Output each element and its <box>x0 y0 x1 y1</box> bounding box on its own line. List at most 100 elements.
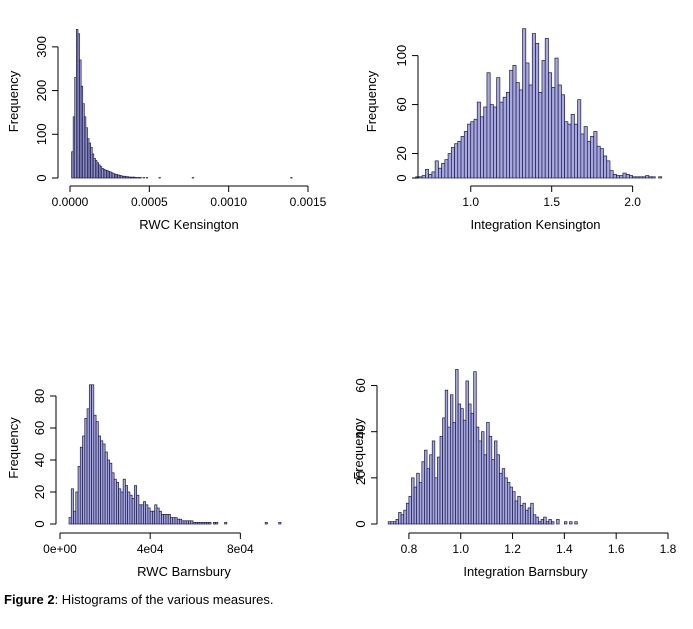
panel-2-histogram-bar <box>418 176 423 179</box>
panel-2-x-axis-title: Integration Kensington <box>470 217 600 232</box>
panel-2-histogram-bar <box>625 173 630 179</box>
panel-2-histogram-bar <box>515 82 520 179</box>
panel-3-y-tick-label: 0 <box>32 520 47 527</box>
panel-2-histogram-bar <box>499 101 504 179</box>
panel-2-histogram-bar <box>635 176 640 179</box>
panel-4-histogram-bar <box>514 500 519 525</box>
panel-2-histogram-bar <box>441 162 446 179</box>
panel-4-histogram-bar <box>457 403 462 525</box>
panel-2-histogram-bar <box>645 175 650 179</box>
figure-caption: Figure 2: Histograms of the various meas… <box>4 592 274 607</box>
panel-4-y-tick-label: 60 <box>353 378 368 392</box>
panel-3-y-tick-label: 60 <box>32 421 47 435</box>
panel-4-histogram-bar <box>426 468 430 525</box>
figure-caption-label: Figure 2 <box>4 592 55 607</box>
panel-2-histogram-bar <box>609 170 614 179</box>
panel-2-histogram-bar <box>548 72 553 179</box>
panel-2-histogram-bar <box>554 57 559 179</box>
panel-2-histogram-bar <box>512 65 517 179</box>
panel-4-histogram-bar <box>517 495 521 525</box>
panel-3-x-tick-label: 4e04 <box>137 542 164 556</box>
panel-2-histogram-bar <box>541 60 546 179</box>
panel-2-histogram-bar <box>641 176 646 179</box>
panel-4-histogram-bar <box>475 426 480 525</box>
panel-2-y-tick-label: 0 <box>394 174 409 181</box>
panel-2-histogram-bar <box>567 123 572 179</box>
panel-2-histogram-bar <box>531 33 536 179</box>
panel-4-y-tick-label: 0 <box>353 520 368 527</box>
panel-2-histogram-bar <box>438 167 442 179</box>
panel-2-histogram-bar <box>632 176 637 179</box>
panel-2-y-tick-label: 100 <box>394 45 409 67</box>
panel-4-histogram-bar <box>424 449 428 525</box>
panel-4-x-tick-label: 1.2 <box>504 542 521 556</box>
panel-1-y-tick-label: 0 <box>34 174 49 181</box>
panel-4-histogram-bar <box>501 468 506 525</box>
panel-4-histogram-bar <box>452 422 456 525</box>
panel-4-histogram-bar <box>462 419 467 525</box>
panel-2-histogram-bar <box>544 38 549 179</box>
panel-2-histogram-bar <box>522 28 527 179</box>
panel-4-histogram-bar <box>398 512 402 525</box>
panel-2-histogram-bar <box>658 176 663 179</box>
panel-2-y-tick-label: 60 <box>394 97 409 111</box>
panel-4-histogram-bar <box>494 440 498 525</box>
panel-2-histogram-bar <box>476 101 481 179</box>
panel-4-histogram-bar <box>393 521 397 525</box>
panel-4-histogram-bar <box>439 435 443 525</box>
panel-4-histogram-bar <box>455 369 459 525</box>
panel-4-histogram-bar <box>470 412 475 525</box>
panel-4-histogram-bar <box>556 519 560 525</box>
panel-2-histogram-bar <box>450 147 455 179</box>
panel-2-histogram-bar <box>580 133 585 179</box>
panel-2-histogram-bar <box>483 106 488 179</box>
panel-2-histogram-bar <box>590 136 595 179</box>
panel-4-histogram-bar <box>437 456 441 525</box>
panel-4-histogram-bar <box>473 371 477 525</box>
panel-2-histogram-bar <box>629 175 633 179</box>
panel-4-x-tick-label: 1.0 <box>452 542 469 556</box>
panel-2-histogram-bar <box>648 176 653 179</box>
panel-4-y-axis-title: Frequency <box>351 418 366 480</box>
panel-4-histogram-bar <box>483 454 487 525</box>
panel-2-y-axis-title: Frequency <box>364 70 379 132</box>
panel-4-histogram-bar <box>519 505 524 525</box>
panel-4-histogram-bar <box>418 482 423 525</box>
panel-3-y-axis-title: Frequency <box>6 417 21 479</box>
panel-3-x-tick-label: 8e04 <box>227 542 254 556</box>
panel-2-histogram-bar <box>616 175 621 179</box>
panel-3-x-axis-title: RWC Barnsbury <box>137 564 231 579</box>
panel-4-histogram-bar <box>421 461 425 525</box>
panel-3-histogram-bar <box>224 522 228 525</box>
panel-3-x-tick-label: 0e+00 <box>43 542 77 556</box>
panel-4-histogram-bar <box>535 516 539 525</box>
panel-2-histogram-bar <box>467 123 472 179</box>
panel-2-histogram-bar <box>599 148 604 179</box>
panel-4-histogram-bar <box>413 486 418 525</box>
figure-caption-text: : Histograms of the various measures. <box>54 592 274 607</box>
panel-4-histogram-bar <box>486 422 490 525</box>
panel-4-histogram-bar <box>408 495 412 525</box>
panel-4-histogram-bar <box>450 394 454 525</box>
panel-4-histogram-bar <box>564 521 568 525</box>
panel-4-histogram-bar <box>465 380 469 525</box>
panel-2-histogram-bar <box>421 175 426 179</box>
panel-3-histogram-bar <box>215 522 219 525</box>
panel-4-histogram-bar <box>468 403 472 525</box>
panel-2-histogram-bar <box>431 171 436 179</box>
panel-2-histogram-bar <box>577 99 582 179</box>
panel-4-histogram-bar <box>504 477 508 525</box>
panel-3-histogram-bar <box>208 522 212 525</box>
panel-3-y-tick-label: 20 <box>32 485 47 499</box>
panel-4-histogram-bar <box>522 502 526 525</box>
panel-2-histogram-bar <box>486 72 491 179</box>
panel-2-histogram-bar <box>561 94 565 179</box>
panel-4-histogram-bar <box>387 521 392 525</box>
panel-4-histogram-bar <box>400 514 405 525</box>
panel-2-histogram-bar <box>480 116 485 179</box>
panel-2-histogram-bar <box>528 84 533 179</box>
panel-2-histogram-bar <box>506 91 510 179</box>
panel-4-histogram-bar <box>405 502 410 525</box>
panel-4-histogram-bar <box>444 389 449 525</box>
